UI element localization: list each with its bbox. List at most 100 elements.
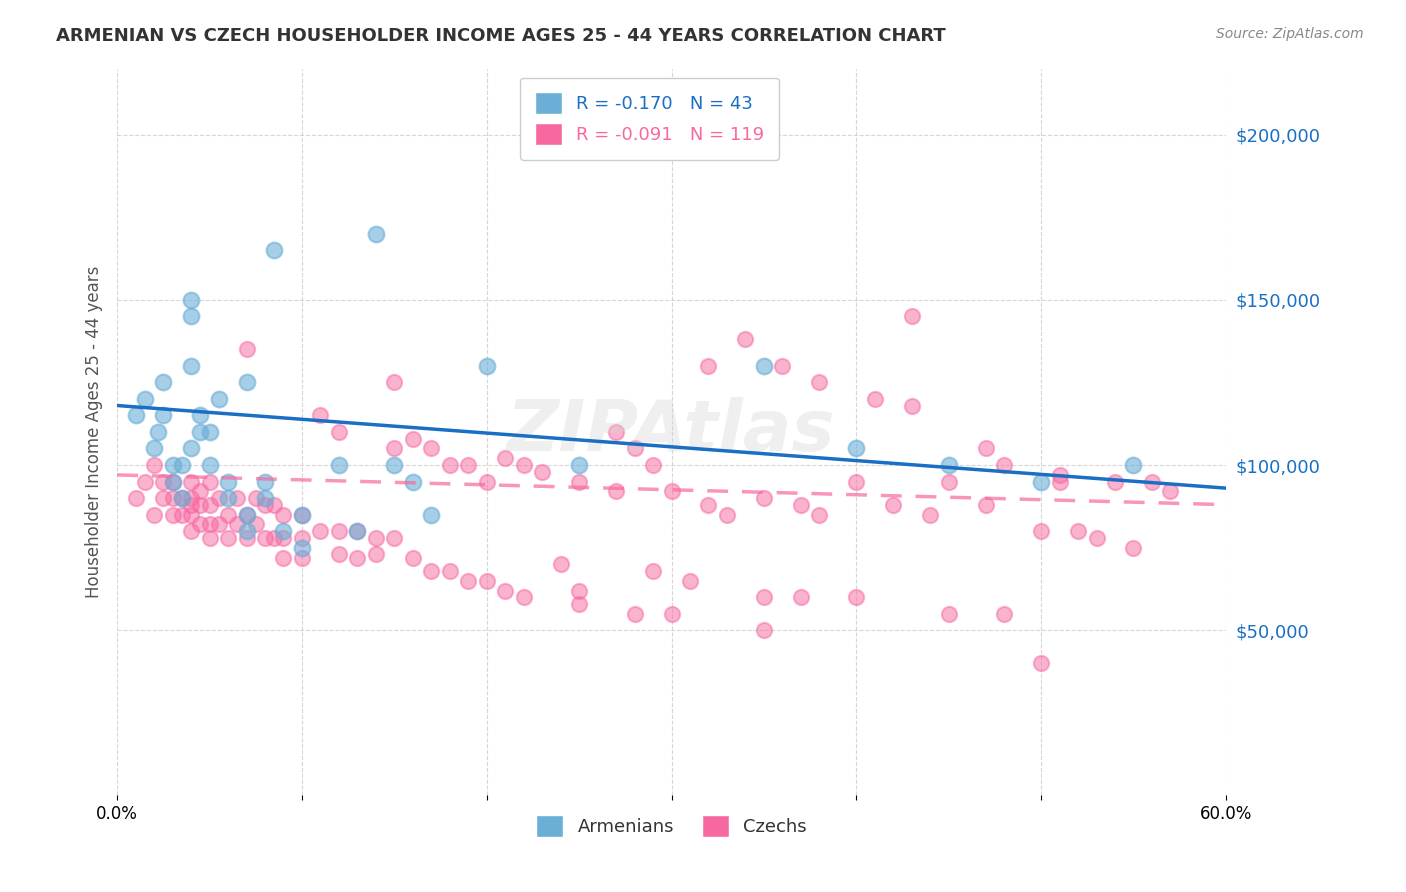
Point [143,508,166,522]
Point [993,458,1015,472]
Point [752,590,775,604]
Text: Source: ZipAtlas.com: Source: ZipAtlas.com [1216,27,1364,41]
Point [198,458,221,472]
Point [273,508,295,522]
Point [162,508,184,522]
Point [439,458,461,472]
Point [235,531,257,545]
Point [752,491,775,505]
Point [170,491,193,505]
Point [734,333,756,347]
Point [1104,475,1126,489]
Point [1029,657,1052,671]
Point [475,574,498,588]
Point [382,531,405,545]
Point [198,517,221,532]
Point [180,293,202,307]
Point [752,359,775,373]
Point [170,508,193,522]
Point [253,475,276,489]
Point [845,442,868,456]
Point [605,484,627,499]
Point [134,392,156,406]
Point [512,458,534,472]
Point [208,517,231,532]
Point [188,409,211,423]
Point [198,498,221,512]
Point [605,425,627,439]
Point [1029,524,1052,538]
Point [993,607,1015,621]
Point [291,550,314,565]
Point [1140,475,1163,489]
Point [263,244,285,258]
Point [180,442,202,456]
Point [568,458,591,472]
Point [235,343,257,357]
Y-axis label: Householder Income Ages 25 - 44 years: Householder Income Ages 25 - 44 years [86,266,103,599]
Point [1067,524,1090,538]
Point [1159,484,1181,499]
Legend: Armenians, Czechs: Armenians, Czechs [529,808,814,845]
Point [1122,458,1144,472]
Point [346,524,368,538]
Point [568,583,591,598]
Point [697,498,720,512]
Point [938,607,960,621]
Point [568,597,591,611]
Point [188,517,211,532]
Point [790,590,813,604]
Point [291,508,314,522]
Point [1085,531,1108,545]
Point [180,475,202,489]
Point [152,409,174,423]
Point [146,425,169,439]
Text: ZIPAtlas: ZIPAtlas [508,398,835,467]
Point [291,531,314,545]
Point [512,590,534,604]
Text: ARMENIAN VS CZECH HOUSEHOLDER INCOME AGES 25 - 44 YEARS CORRELATION CHART: ARMENIAN VS CZECH HOUSEHOLDER INCOME AGE… [56,27,946,45]
Point [475,359,498,373]
Point [170,458,193,472]
Point [217,531,239,545]
Point [253,498,276,512]
Point [475,475,498,489]
Point [661,484,683,499]
Point [198,425,221,439]
Point [346,524,368,538]
Point [623,442,645,456]
Point [661,607,683,621]
Point [235,524,257,538]
Point [382,376,405,390]
Point [808,376,831,390]
Point [863,392,886,406]
Point [770,359,793,373]
Point [845,475,868,489]
Point [208,392,231,406]
Point [641,564,664,578]
Point [716,508,738,522]
Point [152,475,174,489]
Point [328,425,350,439]
Point [162,475,184,489]
Point [531,465,554,479]
Point [180,310,202,324]
Point [845,590,868,604]
Point [143,442,166,456]
Point [752,624,775,638]
Point [263,531,285,545]
Point [235,508,257,522]
Point [235,508,257,522]
Point [188,498,211,512]
Point [382,458,405,472]
Point [134,475,156,489]
Point [253,531,276,545]
Point [382,442,405,456]
Point [882,498,904,512]
Point [364,547,387,561]
Point [328,458,350,472]
Point [938,475,960,489]
Point [808,508,831,522]
Point [226,491,249,505]
Point [273,550,295,565]
